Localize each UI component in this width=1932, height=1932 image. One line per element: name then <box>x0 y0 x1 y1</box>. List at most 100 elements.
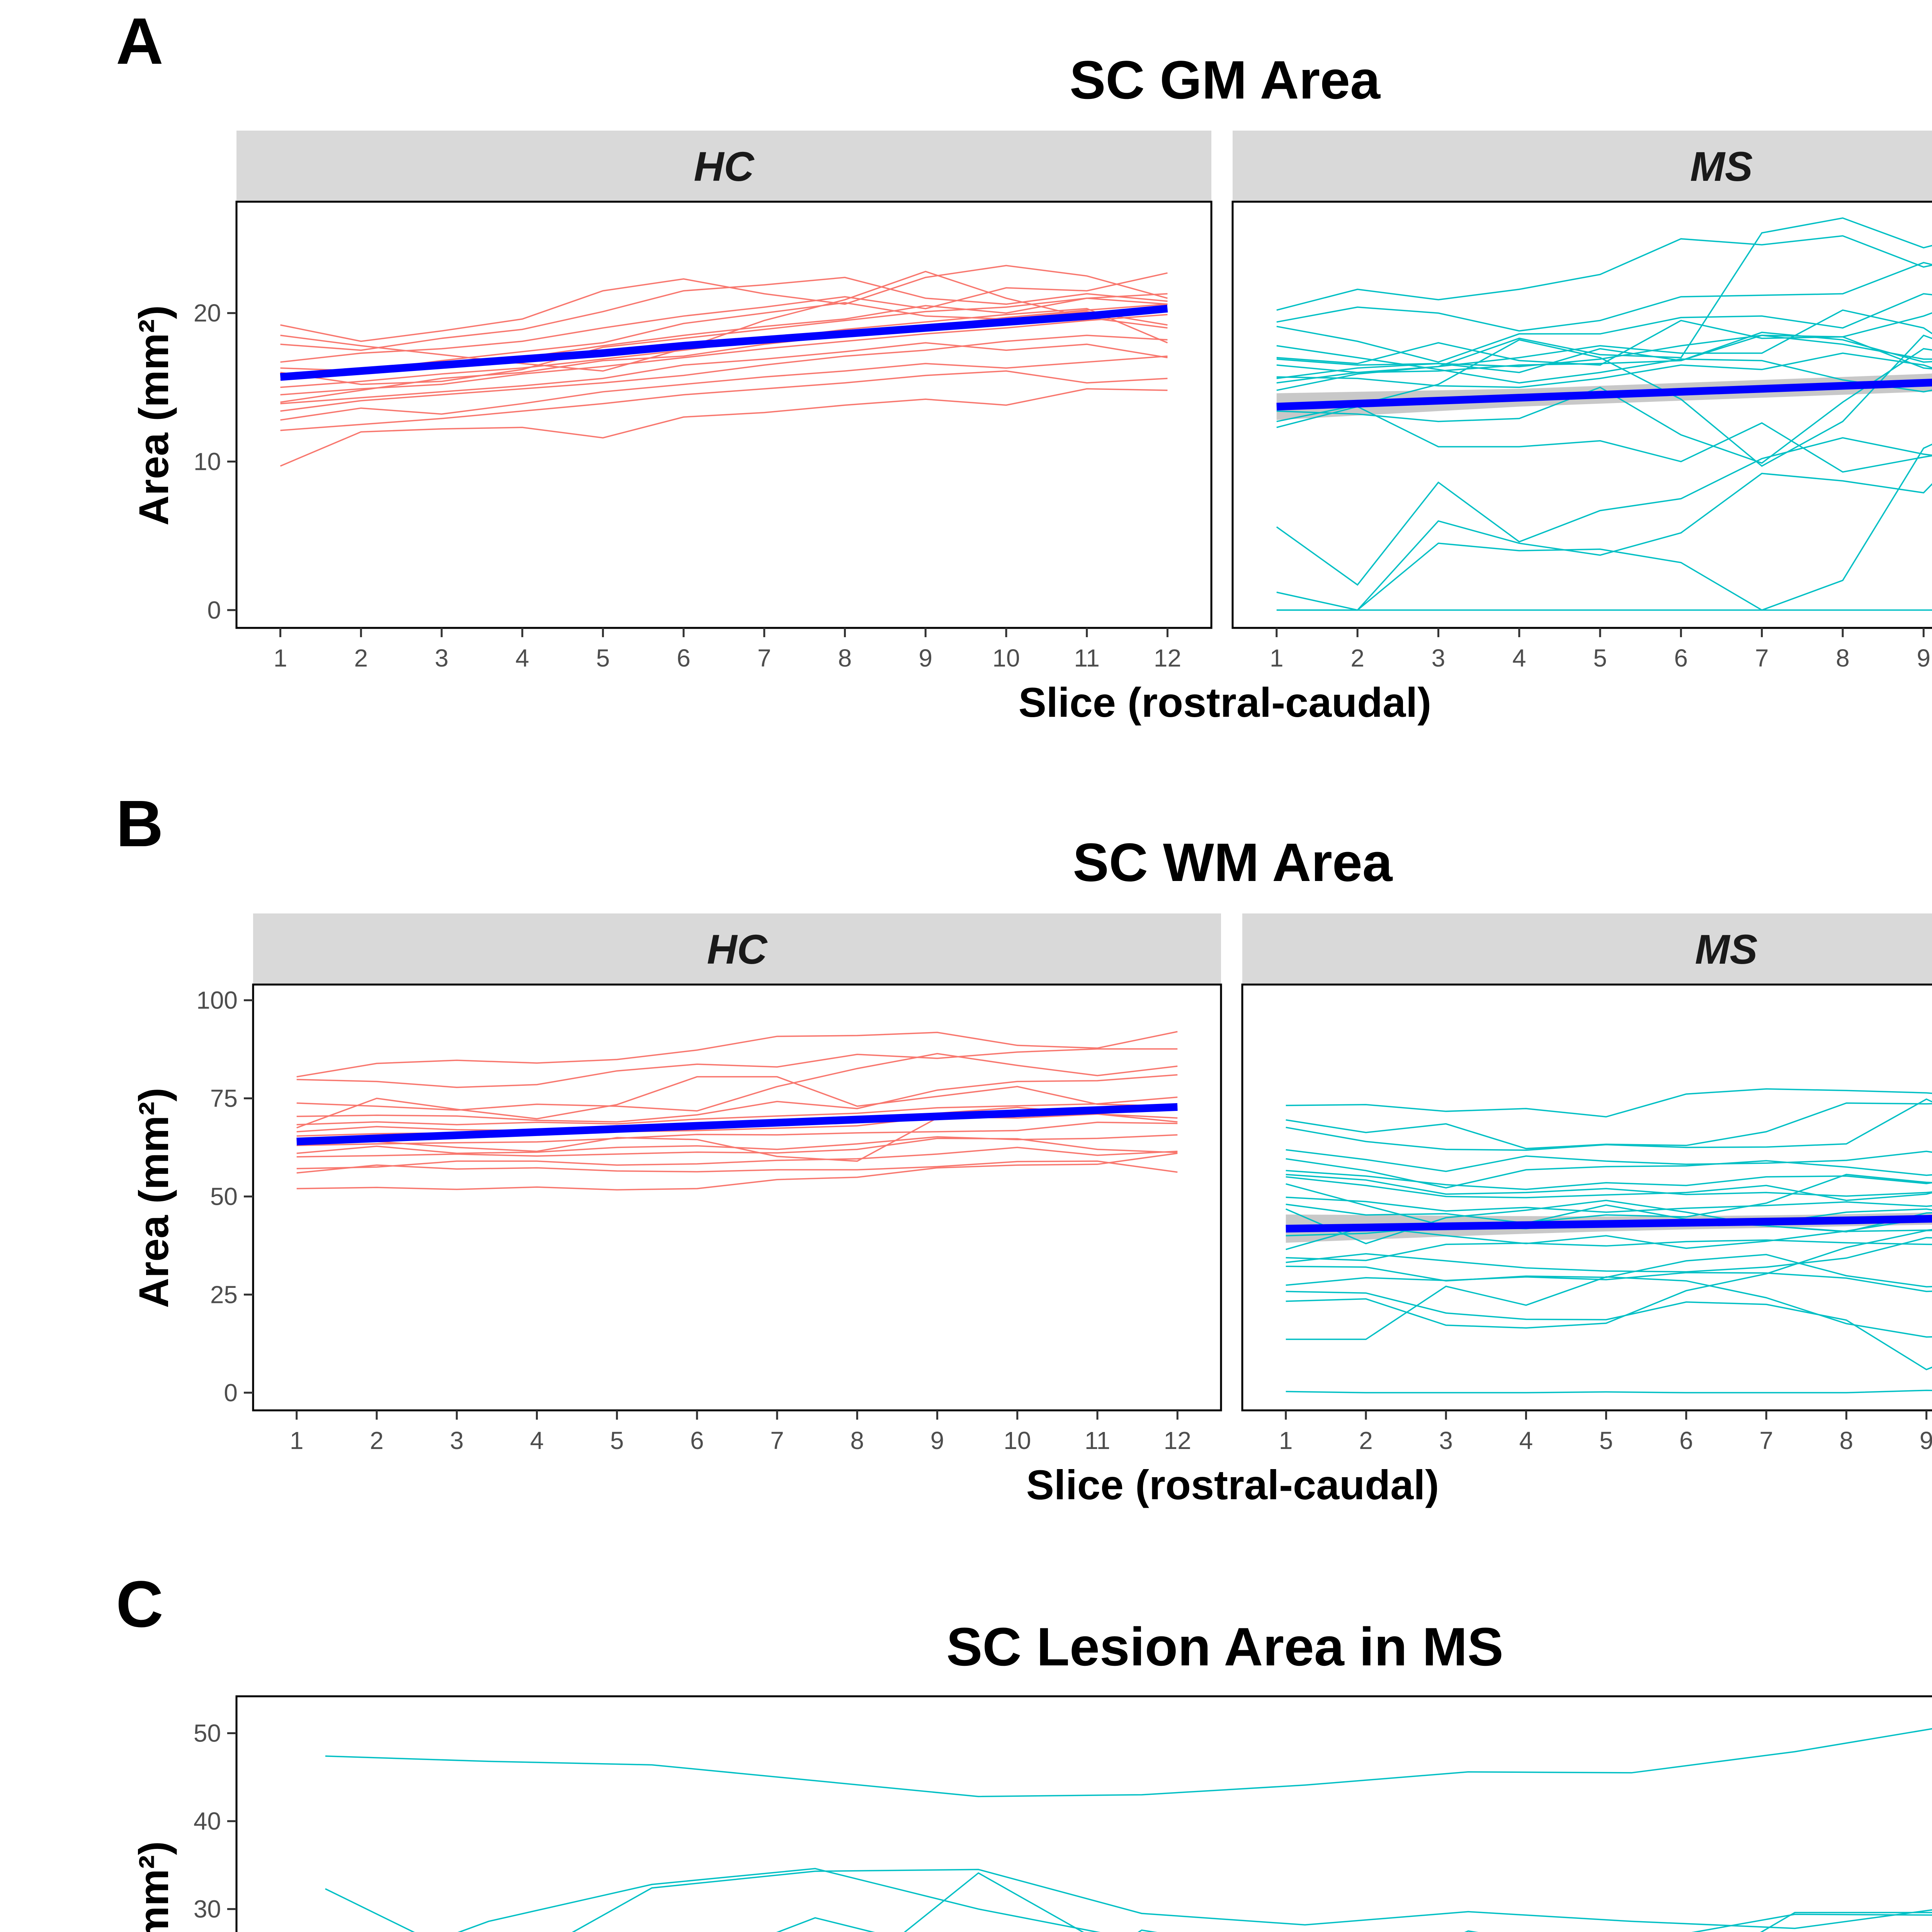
subject-line-10 <box>280 355 1168 421</box>
subject-line-11 <box>280 370 1168 431</box>
y-tick-label: 50 <box>210 1182 238 1210</box>
subject-line-13 <box>1276 437 1932 586</box>
x-tick-label: 7 <box>757 644 771 672</box>
subject-line-3 <box>280 272 1168 363</box>
panel-c: C SC Lesion Area in MS Area (mm²) Slice … <box>116 1568 1932 1932</box>
subject-line-5 <box>457 1868 1479 1932</box>
panel-border <box>235 1695 1932 1932</box>
panel-letter-b: B <box>116 787 163 861</box>
subject-line-6 <box>1276 352 1932 388</box>
x-tick-label: 1 <box>274 644 287 672</box>
x-tick-label: 11 <box>1085 1427 1110 1454</box>
subject-line-4 <box>296 1074 1178 1123</box>
facet-c-ms: 12345678910111201020304050 <box>194 1695 1932 1932</box>
plot-area <box>1276 217 1932 611</box>
subject-line-14 <box>296 1076 1178 1129</box>
subject-line-2 <box>296 1048 1178 1088</box>
facet-strip-label: HC <box>694 143 755 190</box>
subject-line-8 <box>1286 1176 1932 1201</box>
x-tick-label: 6 <box>1674 644 1688 672</box>
x-tick-label: 4 <box>530 1427 544 1454</box>
trend-line <box>1276 379 1932 411</box>
subject-line-9 <box>1286 1196 1932 1213</box>
subject-line-15 <box>1276 444 1932 611</box>
x-tick-label: 7 <box>770 1427 784 1454</box>
subject-line-2 <box>280 277 1168 351</box>
x-tick-label: 5 <box>1599 1427 1613 1454</box>
panel-border <box>235 201 1213 629</box>
x-tick-label: 12 <box>1164 1427 1191 1454</box>
x-tick-label: 5 <box>1593 644 1607 672</box>
panel-border <box>1241 983 1932 1412</box>
subject-line-11 <box>1276 406 1932 473</box>
x-tick-label: 5 <box>596 644 610 672</box>
subject-line-13 <box>1286 1218 1932 1250</box>
y-tick-label: 100 <box>196 986 238 1014</box>
subject-line-20 <box>1286 1276 1932 1340</box>
subject-line-16 <box>1286 1254 1932 1287</box>
subject-line-15 <box>280 303 1168 403</box>
subject-line-3 <box>1286 1098 1932 1151</box>
facet-b-ms: MS123456789101112 <box>1241 913 1932 1454</box>
panel-border <box>1231 201 1932 629</box>
subject-line-17 <box>1286 1272 1932 1293</box>
x-tick-label: 3 <box>1432 644 1446 672</box>
y-tick-label: 10 <box>194 448 221 476</box>
x-tick-label: 2 <box>1359 1427 1373 1454</box>
y-axis-title-b: Area (mm²) <box>130 1088 177 1308</box>
subject-line-18 <box>1286 1291 1932 1371</box>
subject-line-7 <box>1286 1173 1932 1197</box>
subject-line-8 <box>280 342 1168 405</box>
subject-line-5 <box>1286 1158 1932 1189</box>
subject-line-1 <box>280 265 1168 342</box>
subject-line-12 <box>280 388 1168 467</box>
panel-b: B SC WM Area Area (mm²) Slice (rostral-c… <box>116 787 1932 1508</box>
subject-line-12 <box>1276 334 1932 467</box>
x-tick-label: 8 <box>1840 1427 1854 1454</box>
x-tick-label: 1 <box>290 1427 304 1454</box>
facet-strip-label: HC <box>707 926 768 973</box>
x-tick-label: 8 <box>850 1427 864 1454</box>
x-tick-label: 3 <box>1439 1427 1453 1454</box>
x-tick-label: 8 <box>1836 644 1850 672</box>
subject-line-6 <box>1286 1170 1932 1190</box>
x-tick-label: 9 <box>1917 644 1930 672</box>
subject-line-19 <box>1286 1230 1932 1329</box>
subject-line-8 <box>1276 332 1932 384</box>
x-tick-label: 2 <box>354 644 368 672</box>
facet-strip <box>236 131 1211 202</box>
x-tick-label: 11 <box>1074 644 1100 672</box>
facet-strip <box>1242 913 1932 985</box>
x-tick-label: 5 <box>610 1427 624 1454</box>
panel-letter-c: C <box>116 1568 163 1641</box>
panel-border <box>252 983 1222 1412</box>
x-tick-label: 6 <box>1679 1427 1693 1454</box>
subject-line-5 <box>296 1096 1178 1126</box>
plot-area <box>325 1728 1932 1932</box>
facet-a-ms: MS123456789101112 <box>1231 131 1932 672</box>
subject-line-8 <box>296 1121 1178 1146</box>
x-tick-label: 10 <box>992 644 1020 672</box>
x-tick-label: 12 <box>1154 644 1181 672</box>
subject-line-10 <box>1276 348 1932 464</box>
x-tick-label: 3 <box>450 1427 464 1454</box>
plot-area <box>280 265 1168 467</box>
x-tick-label: 9 <box>930 1427 944 1454</box>
y-axis-title-a: Area (mm²) <box>130 305 177 526</box>
x-tick-label: 8 <box>838 644 852 672</box>
subject-line-1 <box>1286 1088 1932 1118</box>
trend-line <box>1286 1215 1932 1233</box>
x-tick-label: 3 <box>435 644 449 672</box>
subject-line-10 <box>296 1138 1178 1158</box>
subject-line-6 <box>1760 1912 1932 1932</box>
subject-line-4 <box>571 1869 1932 1932</box>
x-tick-label: 10 <box>1003 1427 1031 1454</box>
x-tick-label: 2 <box>1350 644 1364 672</box>
panel-a: A SC GM Area Area (mm²) Slice (rostral-c… <box>116 5 1932 726</box>
chart-title-b: SC WM Area <box>1073 832 1393 893</box>
subject-line-9 <box>280 335 1168 412</box>
subject-line-14 <box>280 293 1168 385</box>
plot-area <box>296 1031 1178 1190</box>
subject-line-3 <box>296 1053 1178 1112</box>
